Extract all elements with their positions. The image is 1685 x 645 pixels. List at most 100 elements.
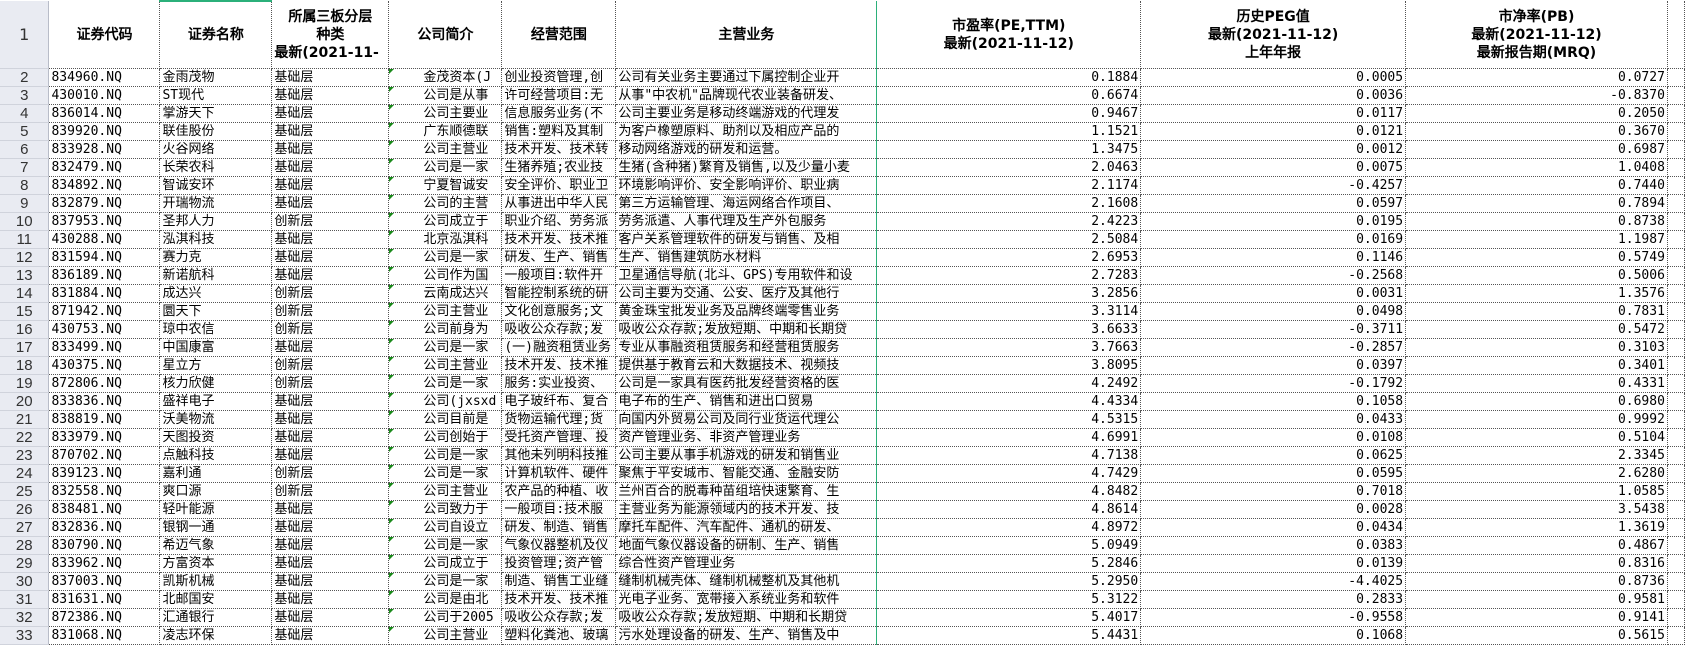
cell-code[interactable]: 430375.NQ	[48, 356, 161, 375]
cell-name[interactable]: 盛祥电子	[159, 392, 273, 411]
cell-pb[interactable]: 0.5104	[1405, 428, 1668, 447]
cell-pb[interactable]: 0.6987	[1405, 140, 1668, 159]
empty-cell[interactable]	[1667, 410, 1685, 429]
cell-tier[interactable]: 基础层	[271, 392, 390, 411]
cell-name[interactable]: 爽口源	[159, 482, 273, 501]
cell-peg[interactable]: 0.0195	[1140, 212, 1407, 231]
header-peg[interactable]: 历史PEG值 最新(2021-11-12) 上年年报	[1140, 1, 1407, 69]
cell-pe[interactable]: 2.5084	[876, 230, 1142, 249]
cell-code[interactable]: 836014.NQ	[48, 104, 161, 123]
cell-pb[interactable]: -0.8370	[1405, 86, 1668, 105]
cell-tier[interactable]: 基础层	[271, 608, 390, 627]
header-pe[interactable]: 市盈率(PE,TTM) 最新(2021-11-12)	[876, 1, 1142, 69]
cell-scope[interactable]: 销售:塑料及其制	[501, 122, 617, 141]
cell-tier[interactable]: 创新层	[271, 374, 390, 393]
cell-peg[interactable]: 0.0028	[1140, 500, 1407, 519]
cell-name[interactable]: 新诺航科	[159, 266, 273, 285]
header-tier[interactable]: 所属三板分层 种类 最新(2021-11-	[271, 1, 390, 69]
row-number[interactable]: 10	[0, 212, 50, 231]
cell-code[interactable]: 837953.NQ	[48, 212, 161, 231]
cell-pe[interactable]: 4.6991	[876, 428, 1142, 447]
cell-name[interactable]: 凌志环保	[159, 626, 273, 645]
cell-business[interactable]: 公司有关业务主要通过下属控制企业开	[615, 68, 878, 87]
cell-pb[interactable]: 2.3345	[1405, 446, 1668, 465]
cell-scope[interactable]: 技术开发、技术转	[501, 140, 617, 159]
cell-pe[interactable]: 5.3122	[876, 590, 1142, 609]
cell-intro[interactable]: 公司是一家	[388, 536, 503, 555]
cell-tier[interactable]: 基础层	[271, 140, 390, 159]
cell-intro[interactable]: 公司是由北	[388, 590, 503, 609]
empty-cell[interactable]	[1667, 1, 1685, 69]
cell-peg[interactable]: -0.3711	[1140, 320, 1407, 339]
cell-code[interactable]: 430010.NQ	[48, 86, 161, 105]
cell-tier[interactable]: 基础层	[271, 554, 390, 573]
cell-name[interactable]: 方富资本	[159, 554, 273, 573]
cell-peg[interactable]: 0.0433	[1140, 410, 1407, 429]
cell-name[interactable]: 圣邦人力	[159, 212, 273, 231]
row-number[interactable]: 27	[0, 518, 50, 537]
cell-pe[interactable]: 0.1884	[876, 68, 1142, 87]
row-number[interactable]: 22	[0, 428, 50, 447]
empty-cell[interactable]	[1667, 518, 1685, 537]
row-number[interactable]: 8	[0, 176, 50, 195]
cell-intro[interactable]: 公司是从事	[388, 86, 503, 105]
cell-pe[interactable]: 2.6953	[876, 248, 1142, 267]
cell-peg[interactable]: -0.9558	[1140, 608, 1407, 627]
cell-tier[interactable]: 基础层	[271, 86, 390, 105]
cell-code[interactable]: 832558.NQ	[48, 482, 161, 501]
cell-pe[interactable]: 3.7663	[876, 338, 1142, 357]
cell-name[interactable]: 星立方	[159, 356, 273, 375]
cell-intro[interactable]: 宁夏智诚安	[388, 176, 503, 195]
cell-code[interactable]: 833499.NQ	[48, 338, 161, 357]
cell-tier[interactable]: 创新层	[271, 464, 390, 483]
cell-tier[interactable]: 基础层	[271, 338, 390, 357]
cell-name[interactable]: 中国康富	[159, 338, 273, 357]
cell-pe[interactable]: 1.1521	[876, 122, 1142, 141]
cell-business[interactable]: 公司主要业务是移动终端游戏的代理发	[615, 104, 878, 123]
cell-tier[interactable]: 基础层	[271, 590, 390, 609]
cell-scope[interactable]: 塑料化粪池、玻璃	[501, 626, 617, 645]
cell-business[interactable]: 兰州百合的脱毒种苗组培快速繁育、生	[615, 482, 878, 501]
row-number[interactable]: 4	[0, 104, 50, 123]
cell-pe[interactable]: 3.8095	[876, 356, 1142, 375]
cell-scope[interactable]: 服务:实业投资、	[501, 374, 617, 393]
cell-tier[interactable]: 基础层	[271, 410, 390, 429]
cell-business[interactable]: 缝制机械壳体、缝制机械整机及其他机	[615, 572, 878, 591]
cell-tier[interactable]: 基础层	[271, 572, 390, 591]
row-number[interactable]: 13	[0, 266, 50, 285]
cell-intro[interactable]: 公司主要业	[388, 104, 503, 123]
cell-peg[interactable]: 0.0075	[1140, 158, 1407, 177]
cell-pb[interactable]: 0.9581	[1405, 590, 1668, 609]
empty-cell[interactable]	[1667, 320, 1685, 339]
cell-business[interactable]: 公司是一家具有医药批发经营资格的医	[615, 374, 878, 393]
cell-business[interactable]: 从事"中农机"品牌现代农业装备研发、	[615, 86, 878, 105]
cell-intro[interactable]: 公司是一家	[388, 338, 503, 357]
cell-name[interactable]: 成达兴	[159, 284, 273, 303]
cell-peg[interactable]: -4.4025	[1140, 572, 1407, 591]
cell-scope[interactable]: 吸收公众存款;发	[501, 320, 617, 339]
cell-pb[interactable]: 0.7894	[1405, 194, 1668, 213]
cell-pb[interactable]: 0.5615	[1405, 626, 1668, 645]
cell-code[interactable]: 831594.NQ	[48, 248, 161, 267]
cell-business[interactable]: 劳务派遣、人事代理及生产外包服务	[615, 212, 878, 231]
cell-pe[interactable]: 4.8482	[876, 482, 1142, 501]
cell-pb[interactable]: 0.5472	[1405, 320, 1668, 339]
row-number[interactable]: 29	[0, 554, 50, 573]
header-scope[interactable]: 经营范围	[501, 1, 617, 69]
cell-pb[interactable]: 0.2050	[1405, 104, 1668, 123]
cell-intro[interactable]: 公司主营业	[388, 356, 503, 375]
cell-tier[interactable]: 基础层	[271, 536, 390, 555]
cell-intro[interactable]: 公司目前是	[388, 410, 503, 429]
cell-tier[interactable]: 基础层	[271, 158, 390, 177]
cell-name[interactable]: 希迈气象	[159, 536, 273, 555]
cell-business[interactable]: 光电子业务、宽带接入系统业务和软件	[615, 590, 878, 609]
cell-pb[interactable]: 1.3619	[1405, 518, 1668, 537]
cell-intro[interactable]: 公司致力于	[388, 500, 503, 519]
cell-pb[interactable]: 0.3103	[1405, 338, 1668, 357]
cell-intro[interactable]: 公司主营业	[388, 140, 503, 159]
cell-intro[interactable]: 公司是一家	[388, 374, 503, 393]
cell-name[interactable]: 琼中农信	[159, 320, 273, 339]
empty-cell[interactable]	[1667, 608, 1685, 627]
cell-peg[interactable]: 0.0117	[1140, 104, 1407, 123]
header-pb[interactable]: 市净率(PB) 最新(2021-11-12) 最新报告期(MRQ)	[1405, 1, 1668, 69]
